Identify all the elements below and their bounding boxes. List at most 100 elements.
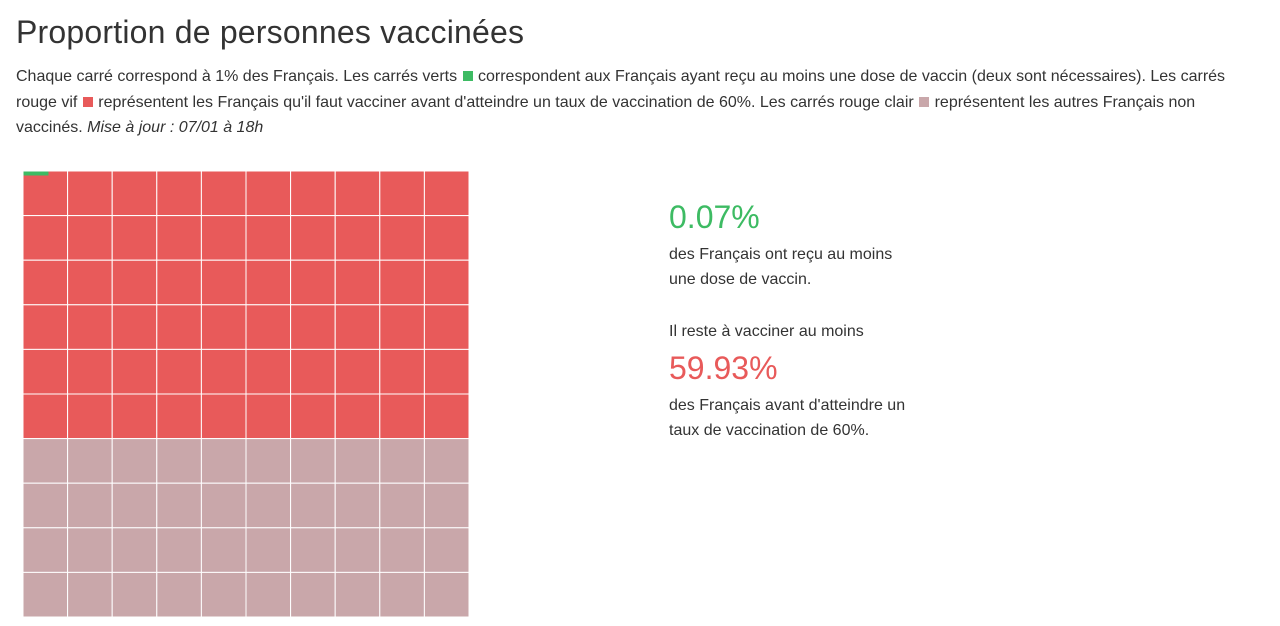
waffle-cell-to-vaccinate <box>290 348 336 395</box>
intro-text: Chaque carré correspond à 1% des Françai… <box>16 64 1266 141</box>
waffle-cell-to-vaccinate <box>423 171 469 217</box>
waffle-cell-other <box>245 527 292 573</box>
waffle-cell-to-vaccinate <box>156 171 202 217</box>
waffle-cell-to-vaccinate <box>111 259 158 306</box>
waffle-cell-to-vaccinate <box>67 171 113 217</box>
waffle-cell-to-vaccinate <box>334 348 381 395</box>
vaccinated-percent: 0.07% <box>669 199 760 235</box>
waffle-cell-other <box>334 482 381 529</box>
update-date: Mise à jour : 07/01 à 18h <box>87 119 264 136</box>
waffle-cell-other <box>67 527 113 573</box>
waffle-cell-to-vaccinate <box>290 171 336 217</box>
waffle-cell-other <box>200 571 247 617</box>
waffle-cell-other <box>67 438 113 484</box>
waffle-cell-to-vaccinate <box>23 304 69 350</box>
remaining-description-line-2: taux de vaccination de 60%. <box>669 422 870 439</box>
waffle-cell-other <box>67 482 113 529</box>
waffle-cell-to-vaccinate <box>111 304 158 350</box>
vaccinated-block: 0.07% des Français ont reçu au moins une… <box>669 195 969 292</box>
waffle-cell-other <box>111 482 158 529</box>
waffle-cell-to-vaccinate <box>200 304 247 350</box>
waffle-cell-other <box>290 482 336 529</box>
waffle-cell-vaccinated <box>23 171 49 176</box>
waffle-cell-to-vaccinate <box>156 215 202 261</box>
waffle-cell-to-vaccinate <box>200 215 247 261</box>
waffle-cell-other <box>423 438 469 484</box>
waffle-cell-other <box>200 527 247 573</box>
waffle-cell-other <box>111 571 158 617</box>
waffle-cell-to-vaccinate <box>290 259 336 306</box>
waffle-cell-other <box>334 571 381 617</box>
waffle-cell-to-vaccinate <box>334 259 381 306</box>
waffle-cell-other <box>423 527 469 573</box>
waffle-cell-other <box>423 482 469 529</box>
waffle-cell-other <box>290 438 336 484</box>
waffle-cell-to-vaccinate <box>245 215 292 261</box>
remaining-description: des Français avant d'atteindre un taux d… <box>669 393 969 443</box>
waffle-cell-to-vaccinate <box>334 304 381 350</box>
waffle-cell-to-vaccinate <box>334 171 381 217</box>
waffle-cell-other <box>245 438 292 484</box>
waffle-cell-to-vaccinate <box>379 215 425 261</box>
waffle-cell-to-vaccinate <box>245 348 292 395</box>
light-red-square-icon <box>919 96 930 107</box>
remaining-percent: 59.93% <box>669 350 778 386</box>
waffle-cell-other <box>379 438 425 484</box>
waffle-cell-to-vaccinate <box>23 215 69 261</box>
waffle-cell-to-vaccinate <box>111 171 158 217</box>
waffle-cell-to-vaccinate <box>290 393 336 440</box>
waffle-cell-to-vaccinate <box>67 259 113 306</box>
waffle-cell-to-vaccinate <box>67 393 113 440</box>
page-title: Proportion de personnes vaccinées <box>16 14 525 50</box>
waffle-cell-other <box>379 527 425 573</box>
waffle-cell-to-vaccinate <box>423 348 469 395</box>
vaccinated-description-line-1: des Français ont reçu au moins <box>669 246 893 263</box>
waffle-cell-to-vaccinate <box>156 393 202 440</box>
waffle-cell-to-vaccinate <box>200 259 247 306</box>
waffle-cell-to-vaccinate <box>379 259 425 306</box>
intro-part-1: Chaque carré correspond à 1% des Françai… <box>16 68 462 85</box>
waffle-cell-to-vaccinate <box>334 393 381 440</box>
waffle-cell-other <box>156 527 202 573</box>
remaining-intro: Il reste à vacciner au moins <box>669 323 864 340</box>
waffle-cell-other <box>200 482 247 529</box>
waffle-cell-to-vaccinate <box>245 259 292 306</box>
remaining-description-line-1: des Français avant d'atteindre un <box>669 397 906 414</box>
waffle-cell-other <box>334 438 381 484</box>
waffle-cell-to-vaccinate <box>379 304 425 350</box>
waffle-cell-other <box>423 571 469 617</box>
waffle-cell-to-vaccinate <box>23 393 69 440</box>
waffle-cell-to-vaccinate <box>200 171 247 217</box>
waffle-cell-other <box>111 527 158 573</box>
waffle-cell-other <box>290 571 336 617</box>
waffle-cell-to-vaccinate <box>290 304 336 350</box>
waffle-cell-to-vaccinate <box>200 393 247 440</box>
waffle-cell-other <box>290 527 336 573</box>
vaccinated-description: des Français ont reçu au moins une dose … <box>669 242 969 292</box>
waffle-cell-to-vaccinate <box>23 171 69 217</box>
remaining-block: 59.93% des Français avant d'atteindre un… <box>669 346 969 443</box>
waffle-chart <box>23 171 469 617</box>
waffle-cell-other <box>23 482 69 529</box>
waffle-cell-other <box>23 438 69 484</box>
waffle-cell-to-vaccinate <box>245 393 292 440</box>
waffle-cell-other <box>245 482 292 529</box>
waffle-cell-other <box>379 571 425 617</box>
waffle-cell-other <box>156 482 202 529</box>
waffle-cell-to-vaccinate <box>111 215 158 261</box>
intro-part-3: représentent les Français qu'il faut vac… <box>93 93 919 111</box>
waffle-cell-to-vaccinate <box>379 393 425 440</box>
vaccinated-description-line-2: une dose de vaccin. <box>669 271 812 288</box>
waffle-cell-to-vaccinate <box>379 348 425 395</box>
intro-part-2: correspondent aux Français ayant reçu au… <box>16 68 1226 111</box>
waffle-cell-to-vaccinate <box>423 215 469 261</box>
waffle-cell-other <box>156 438 202 484</box>
green-square-icon <box>462 71 473 81</box>
waffle-cell-to-vaccinate <box>290 215 336 261</box>
waffle-cell-to-vaccinate <box>67 215 113 261</box>
waffle-cell-to-vaccinate <box>245 171 292 217</box>
waffle-cell-other <box>23 571 69 617</box>
waffle-cell-to-vaccinate <box>67 304 113 350</box>
waffle-cell-to-vaccinate <box>334 215 381 261</box>
waffle-cell-to-vaccinate <box>423 304 469 350</box>
